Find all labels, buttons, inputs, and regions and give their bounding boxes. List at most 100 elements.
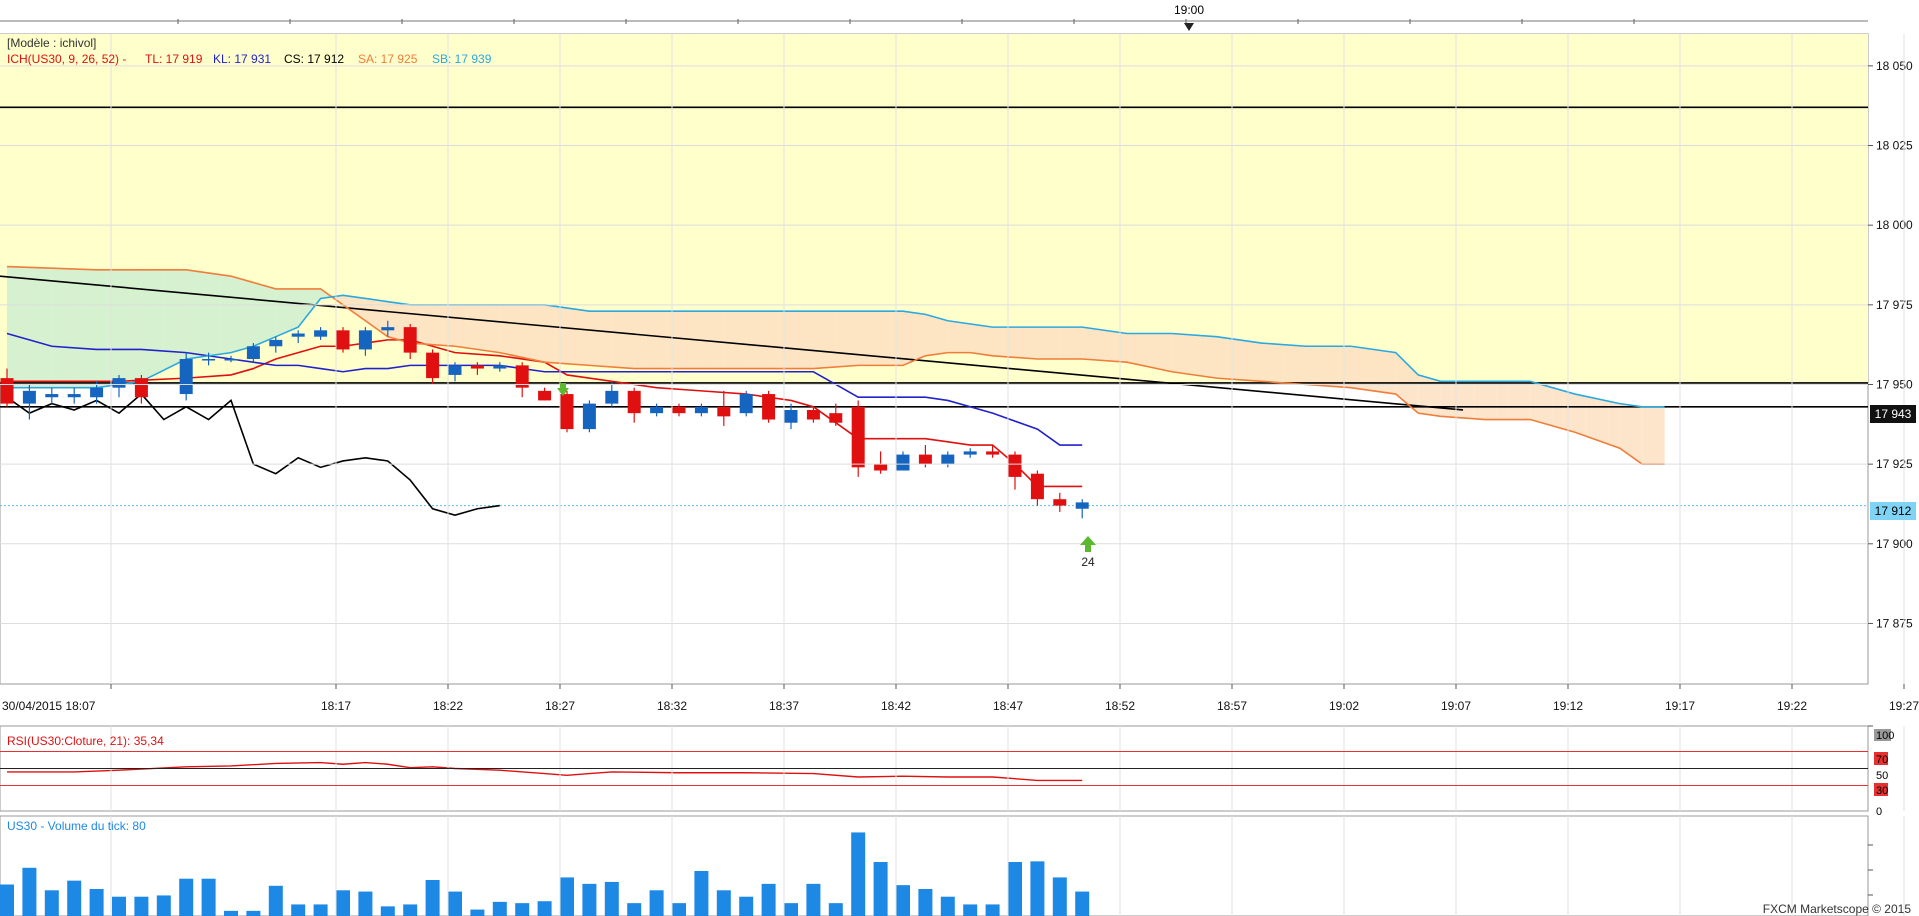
- cloud-segment: [432, 304, 444, 346]
- x-tick-label: 19:07: [1441, 699, 1471, 713]
- candle-body: [426, 352, 440, 379]
- volume-bar: [0, 884, 14, 916]
- cloud-segment: [835, 311, 847, 367]
- volume-bar: [582, 883, 597, 916]
- cloud-segment: [1048, 327, 1060, 359]
- cloud-segment: [1407, 363, 1419, 414]
- cloud-segment: [1037, 327, 1049, 359]
- template-label: [Modèle : ichivol]: [7, 36, 96, 50]
- candle-body: [650, 406, 664, 414]
- y-tick-label: 17 875: [1876, 616, 1913, 630]
- signal-count: 24: [1081, 555, 1095, 569]
- candle-body: [986, 451, 1000, 455]
- volume-bar: [963, 904, 978, 916]
- cloud-segment: [186, 269, 198, 359]
- rsi-scale-70: 70: [1876, 754, 1888, 766]
- volume-bar: [67, 880, 82, 916]
- cloud-segment: [18, 266, 30, 388]
- cloud-segment: [522, 304, 534, 360]
- cloud-segment: [869, 311, 881, 366]
- x-tick-label: 19:27: [1889, 699, 1919, 713]
- candle-body: [941, 454, 955, 465]
- volume-bar: [604, 881, 619, 916]
- candle-body: [538, 390, 552, 401]
- cloud-segment: [623, 311, 635, 369]
- rsi-label: RSI(US30:Cloture, 21): 35,34: [7, 734, 164, 748]
- candle-body: [202, 359, 216, 361]
- volume-bar: [627, 903, 642, 916]
- cloud-segment: [387, 301, 399, 340]
- y-tick-label: 17 900: [1876, 537, 1913, 551]
- cloud-segment: [959, 322, 971, 353]
- volume-bar: [470, 909, 485, 916]
- volume-bar: [44, 890, 59, 916]
- cloud-segment: [1015, 327, 1027, 359]
- volume-bar: [380, 906, 395, 916]
- volume-bar: [672, 903, 686, 916]
- cloud-segment: [275, 288, 287, 337]
- cloud-segment: [1115, 331, 1127, 363]
- rsi-scale-100-bg: [1874, 729, 1891, 741]
- x-tick-label: 18:47: [993, 699, 1023, 713]
- volume-bar: [403, 904, 418, 916]
- volume-bar: [448, 891, 462, 916]
- candle-body: [291, 333, 305, 337]
- cloud-segment: [421, 304, 433, 345]
- volume-bar: [761, 883, 776, 916]
- candle-body: [470, 365, 484, 369]
- cloud-segment: [779, 311, 791, 369]
- candle-body: [246, 346, 260, 359]
- cloud-segment: [141, 269, 153, 382]
- y-tick-label: 17 950: [1876, 377, 1913, 391]
- candle-body: [67, 394, 81, 398]
- cloud-segment: [1451, 381, 1463, 418]
- candle-body: [918, 454, 932, 465]
- cloud-segment: [611, 311, 623, 368]
- volume-bar: [873, 862, 888, 916]
- cloud-segment: [1530, 381, 1542, 423]
- cloud-segment: [701, 311, 713, 369]
- volume-bar: [560, 877, 574, 916]
- cloud-segment: [1183, 334, 1195, 375]
- volume-bar: [716, 890, 731, 916]
- cloud-segment: [1328, 346, 1340, 387]
- indicator-name: ICH(US30, 9, 26, 52) -: [7, 52, 126, 66]
- cs-label: CS: 17 912: [284, 52, 344, 66]
- x-tick-label: 30/04/2015 18:07: [2, 699, 96, 713]
- rsi-scale-70-bg: [1874, 752, 1888, 765]
- cloud-segment: [768, 311, 780, 369]
- cloud-segment: [1575, 394, 1587, 437]
- rsi-scale-0: 0: [1876, 806, 1882, 818]
- cloud-segment: [298, 288, 310, 328]
- cloud-segment: [1463, 381, 1475, 419]
- cloud-segment: [567, 308, 579, 365]
- cloud-segment: [1059, 327, 1071, 359]
- cloud-segment: [992, 327, 1004, 357]
- x-tick-label: 18:27: [545, 699, 575, 713]
- volume-bar: [313, 904, 328, 916]
- volume-bar: [649, 890, 664, 916]
- cloud-segment: [634, 311, 646, 369]
- top-time-marker: 19:00: [1174, 3, 1204, 17]
- candle-body: [358, 330, 372, 350]
- volume-bar: [1052, 877, 1067, 916]
- cloud-segment: [1586, 396, 1598, 441]
- cloud-segment: [1093, 328, 1105, 361]
- cloud-segment: [981, 325, 993, 356]
- cloud-segment: [477, 304, 489, 352]
- cloud-segment: [1205, 335, 1217, 379]
- volume-bar: [201, 878, 216, 916]
- cloud-segment: [287, 288, 299, 332]
- cloud-segment: [85, 269, 97, 388]
- volume-bar: [784, 903, 798, 916]
- x-tick-label: 18:57: [1217, 699, 1247, 713]
- cloud-segment: [365, 298, 377, 329]
- cloud-segment: [1563, 390, 1575, 433]
- cloud-segment: [242, 279, 254, 350]
- rsi-scale-30: 30: [1876, 785, 1888, 797]
- y-tick-label: 18 025: [1876, 139, 1913, 153]
- candle-body: [672, 406, 686, 414]
- rsi-line: [7, 761, 1083, 782]
- cloud-segment: [1071, 327, 1083, 359]
- cloud-segment: [51, 268, 63, 388]
